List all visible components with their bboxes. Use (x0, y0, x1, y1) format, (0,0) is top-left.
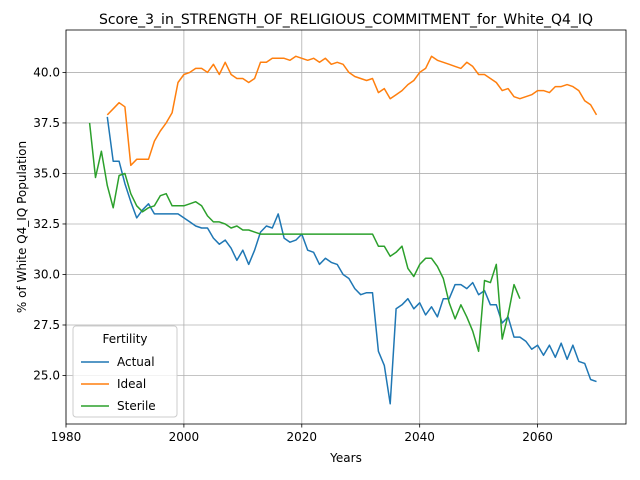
y-tick-label: 37.5 (33, 116, 60, 130)
series-layer (88, 55, 598, 405)
legend-title: Fertility (102, 332, 147, 346)
legend-label-sterile: Sterile (117, 399, 156, 413)
x-tick-label: 2000 (169, 430, 200, 444)
x-axis-label: Years (329, 451, 362, 465)
y-tick-label: 35.0 (33, 166, 60, 180)
x-tick-label: 2040 (404, 430, 435, 444)
tick-layer: 1980 2000 2020 2040 2060 25.0 27.5 30.0 32.5 35.0… (33, 65, 553, 444)
x-tick-label: 2020 (287, 430, 318, 444)
legend-label-actual: Actual (117, 355, 155, 369)
x-tick-label: 1980 (51, 430, 82, 444)
grid-layer (65, 30, 626, 424)
y-tick-label: 25.0 (33, 369, 60, 383)
plot-frame (65, 29, 627, 425)
legend-label-ideal: Ideal (117, 377, 146, 391)
y-tick-label: 32.5 (33, 217, 60, 231)
series-line-sterile (88, 122, 521, 353)
chart-title: Score_3_in_STRENGTH_OF_RELIGIOUS_COMMITM… (99, 12, 593, 28)
legend: Fertility Actual Ideal Sterile (72, 325, 178, 418)
series-line-ideal (106, 55, 598, 167)
y-axis-label: % of White Q4_IQ Population (15, 141, 29, 313)
y-tick-label: 30.0 (33, 267, 60, 281)
y-tick-label: 27.5 (33, 318, 60, 332)
y-tick-label: 40.0 (33, 65, 60, 79)
series-line-actual (106, 116, 597, 405)
legend-items: Actual Ideal Sterile (81, 355, 156, 413)
legend-box (72, 325, 178, 418)
x-tick-label: 2060 (522, 430, 553, 444)
